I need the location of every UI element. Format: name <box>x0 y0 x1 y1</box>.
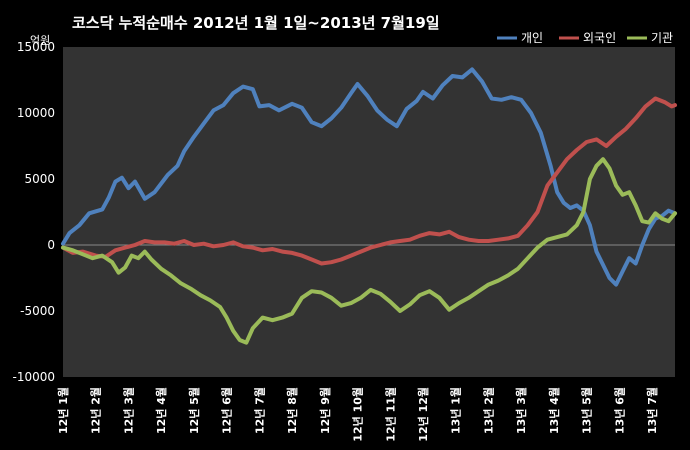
legend-label: 외국인 <box>583 31 616 45</box>
x-tick-label: 13년 3월 <box>514 387 528 434</box>
chart-title: 코스닥 누적순매수 2012년 1월 1일~2013년 7월19일 <box>72 14 440 32</box>
series-layer <box>61 67 677 345</box>
series-line-1 <box>61 67 677 287</box>
x-tick-label: 12년 3월 <box>121 387 135 434</box>
x-tick-label: 12년 1월 <box>56 387 70 434</box>
x-tick-label: 12년 12월 <box>416 387 430 442</box>
y-tick-label: 5000 <box>24 172 55 186</box>
x-tick-label: 12년 4월 <box>154 387 168 434</box>
x-tick-label: 12년 8월 <box>285 387 299 434</box>
series-line-2 <box>61 96 677 266</box>
x-tick-label: 13년 7월 <box>645 387 659 434</box>
x-tick-label: 13년 5월 <box>580 387 594 434</box>
x-tick-label: 12년 7월 <box>252 387 266 434</box>
x-tick-label: 12년 2월 <box>89 387 103 434</box>
legend-label: 개인 <box>521 31 543 45</box>
x-tick-label: 12년 11월 <box>383 387 397 442</box>
x-tick-label: 12년 5월 <box>187 387 201 434</box>
legend: 개인 외국인 기관 <box>497 31 673 45</box>
x-axis: 12년 1월 12년 2월 12년 3월 12년 4월 12년 5월 12년 6월 12년 … <box>56 387 659 442</box>
x-tick-label: 13년 1월 <box>449 387 463 434</box>
plot-area <box>63 47 675 377</box>
x-tick-label: 13년 4월 <box>547 387 561 434</box>
y-axis: 15000 10000 5000 0 -5000 -10000 <box>12 40 55 384</box>
y-tick-label: -10000 <box>12 370 55 384</box>
x-tick-label: 12년 10월 <box>351 387 365 442</box>
y-tick-label: 0 <box>47 238 55 252</box>
y-tick-label: 10000 <box>17 106 55 120</box>
x-tick-label: 13년 6월 <box>612 387 626 434</box>
x-tick-label: 12년 9월 <box>318 387 332 434</box>
x-tick-label: 13년 2월 <box>481 387 495 434</box>
unit-label: 억원 <box>30 34 50 47</box>
y-tick-label: 15000 <box>17 40 55 54</box>
y-tick-label: -5000 <box>20 304 55 318</box>
series-line-3 <box>61 157 677 345</box>
legend-label: 기관 <box>651 31 673 45</box>
x-tick-label: 12년 6월 <box>220 387 234 434</box>
